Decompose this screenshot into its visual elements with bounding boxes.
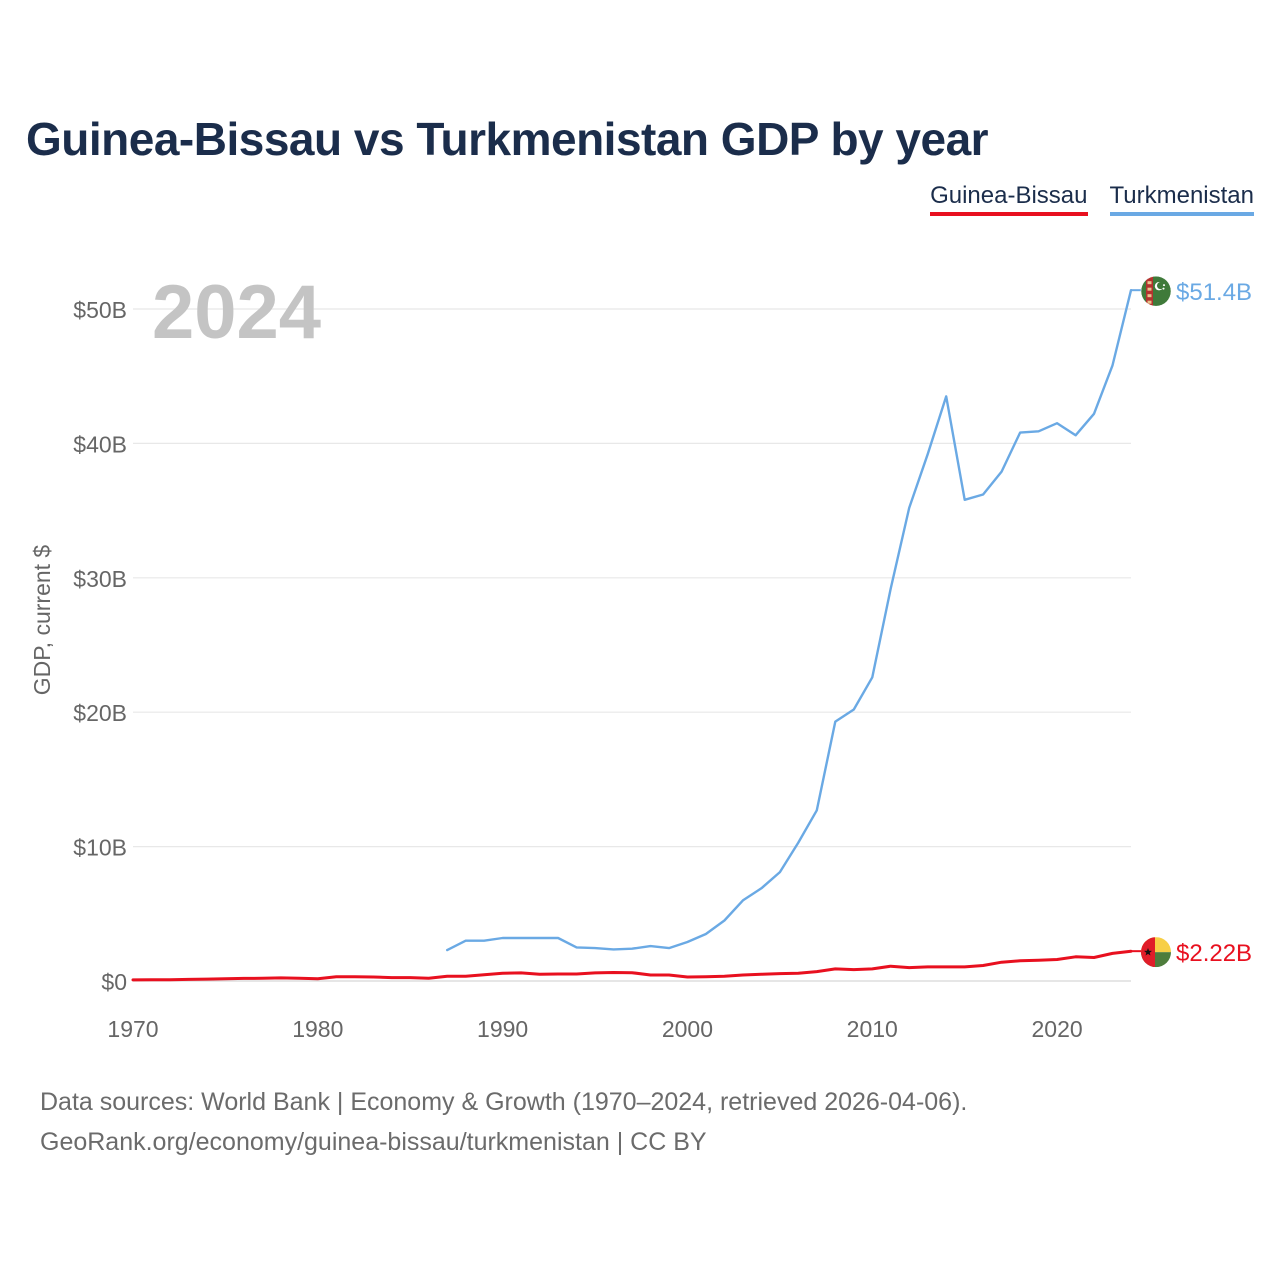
- footer: Data sources: World Bank | Economy & Gro…: [40, 1082, 967, 1162]
- end-value-label-guinea-bissau: $2.22B: [1176, 940, 1252, 967]
- y-tick-label: $0: [101, 969, 127, 995]
- end-value-label-turkmenistan: $51.4B: [1176, 279, 1252, 306]
- y-tick-label: $40B: [73, 431, 127, 457]
- y-axis-ticks: $0 $10B $20B $30B $40B $50B: [73, 297, 127, 995]
- y-tick-label: $50B: [73, 297, 127, 323]
- y-tick-label: $30B: [73, 566, 127, 592]
- legend-item-turkmenistan[interactable]: Turkmenistan: [1109, 182, 1254, 216]
- y-axis-label: GDP, current $: [29, 545, 55, 696]
- guinea-bissau-flag-icon: [1141, 937, 1171, 968]
- data-source-note: Data sources: World Bank | Economy & Gro…: [40, 1088, 968, 1116]
- x-tick-label: 1980: [292, 1016, 343, 1042]
- x-tick-label: 1970: [107, 1016, 158, 1042]
- series-line-guinea-bissau[interactable]: [131, 949, 1133, 982]
- year-watermark: 2024: [152, 270, 321, 355]
- page-title: Guinea-Bissau vs Turkmenistan GDP by yea…: [26, 113, 989, 165]
- turkmenistan-flag-icon: [1140, 275, 1172, 307]
- legend-item-guinea-bissau[interactable]: Guinea-Bissau: [930, 182, 1088, 216]
- x-axis-ticks: 1970 1980 1990 2000 2010 2020: [107, 1016, 1082, 1042]
- y-tick-label: $20B: [73, 700, 127, 726]
- grid-lines: [133, 308, 1131, 982]
- attribution-link[interactable]: GeoRank.org/economy/guinea-bissau/turkme…: [40, 1128, 707, 1156]
- x-tick-label: 2000: [662, 1016, 713, 1042]
- x-tick-label: 1990: [477, 1016, 528, 1042]
- series-line-turkmenistan[interactable]: [446, 289, 1133, 952]
- legend: Guinea-Bissau Turkmenistan: [930, 182, 1254, 216]
- end-labels: $51.4B $2.22B: [1131, 275, 1252, 968]
- y-tick-label: $10B: [73, 835, 127, 861]
- x-tick-label: 2020: [1031, 1016, 1082, 1042]
- x-tick-label: 2010: [847, 1016, 898, 1042]
- series-lines: [131, 289, 1133, 982]
